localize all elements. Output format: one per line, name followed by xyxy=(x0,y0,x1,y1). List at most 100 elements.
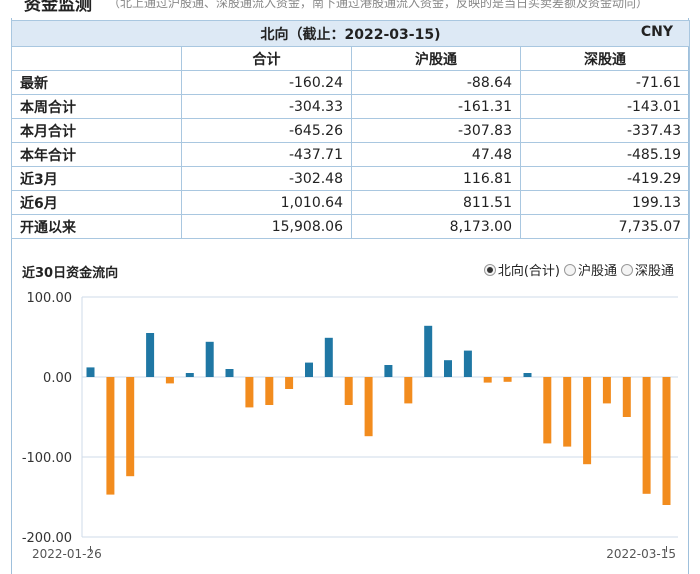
flow-bar xyxy=(602,377,611,404)
cell-sz: 7,735.07 xyxy=(519,214,691,239)
page-header: 资金监测 （北上通过沪股通、深股通流入资金，南下通过港股通流入资金，反映的是当日… xyxy=(0,0,700,18)
row-label: 近3月 xyxy=(11,166,182,191)
flow-bar xyxy=(106,377,115,495)
row-label: 最新 xyxy=(11,70,182,95)
flow-bar xyxy=(165,377,174,384)
table-row: 近3月 -302.48 116.81 -419.29 xyxy=(11,166,691,191)
cell-sz: -71.61 xyxy=(519,70,691,95)
cell-sz: -485.19 xyxy=(519,142,691,167)
table-row: 本月合计 -645.26 -307.83 -337.43 xyxy=(11,118,691,143)
column-header-sz: 深股通 xyxy=(519,46,691,71)
flow-bar xyxy=(503,377,512,382)
bars xyxy=(86,325,671,505)
flow-bar xyxy=(404,377,413,404)
table-row: 最新 -160.24 -88.64 -71.61 xyxy=(11,70,691,95)
series-selector: 北向(合计) 沪股通 深股通 xyxy=(483,260,674,279)
section-title: 资金监测 xyxy=(24,0,92,15)
flow-bar xyxy=(384,365,393,377)
cell-sh: -307.83 xyxy=(351,118,521,143)
flow-bar xyxy=(86,367,95,377)
y-axis-ticks: 100.00 0.00 -100.00 -200.00 xyxy=(22,291,72,546)
radio-unchecked-icon[interactable] xyxy=(563,263,576,276)
y-tick-label: -200.00 xyxy=(22,531,72,546)
flow-bar xyxy=(622,377,631,417)
radio-shenzhen-connect[interactable]: 深股通 xyxy=(620,260,674,279)
flow-bar xyxy=(523,373,532,377)
cell-sh: 811.51 xyxy=(351,190,521,215)
cell-total: -302.48 xyxy=(181,166,352,191)
radio-label[interactable]: 北向(合计) xyxy=(497,264,560,279)
row-label: 本年合计 xyxy=(11,142,182,167)
flow-bar xyxy=(285,377,294,389)
chart-title: 近30日资金流向 xyxy=(22,266,119,281)
column-header-total: 合计 xyxy=(181,46,352,71)
cell-sh: -161.31 xyxy=(351,94,521,119)
flow-bar xyxy=(305,362,313,377)
flow-bar xyxy=(146,333,155,377)
cell-sz: -143.01 xyxy=(519,94,691,119)
cell-sh: 47.48 xyxy=(351,142,521,167)
y-tick-label: 0.00 xyxy=(43,371,72,386)
table-row: 开通以来 15,908.06 8,173.00 7,735.07 xyxy=(11,214,691,239)
panel-frame xyxy=(11,18,689,574)
table-title-row: 北向（截止：2022-03-15) CNY xyxy=(10,20,691,47)
northbound-flow-table: 北向（截止：2022-03-15) CNY 合计 沪股通 深股通 最新 -160… xyxy=(10,20,691,239)
flow-bar xyxy=(364,377,373,437)
cell-total: -304.33 xyxy=(181,94,352,119)
table-row: 近6月 1,010.64 811.51 199.13 xyxy=(11,190,691,215)
column-header-empty xyxy=(11,46,182,71)
flow-bar xyxy=(444,360,452,377)
column-header-sh: 沪股通 xyxy=(351,46,521,71)
x-axis-ticks: 2022-01-26 2022-03-15 xyxy=(32,546,676,561)
table-row: 本周合计 -304.33 -161.31 -143.01 xyxy=(11,94,691,119)
flow-bar xyxy=(344,377,353,405)
radio-northbound-total[interactable]: 北向(合计) xyxy=(483,260,560,279)
radio-label[interactable]: 深股通 xyxy=(634,264,674,279)
flow-bar xyxy=(245,377,254,408)
cell-total: 1,010.64 xyxy=(181,190,352,215)
radio-checked-icon[interactable] xyxy=(483,263,496,276)
flow-bar xyxy=(483,377,492,383)
flow-bar xyxy=(324,337,333,377)
flow-bar xyxy=(463,350,472,377)
flow-bar xyxy=(126,377,135,477)
chart-header: 近30日资金流向 北向(合计) 沪股通 深股通 xyxy=(22,258,682,282)
cell-total: -645.26 xyxy=(181,118,352,143)
flow-bar-chart: 100.000.00-100.00-200.00 2022-01-26 2022-… xyxy=(22,291,678,561)
cell-sh: 116.81 xyxy=(351,166,521,191)
flow-bar xyxy=(563,377,572,447)
y-tick-label: 100.00 xyxy=(27,291,73,306)
row-label: 近6月 xyxy=(11,190,182,215)
flow-bar xyxy=(205,341,214,377)
column-header-row: 合计 沪股通 深股通 xyxy=(11,46,691,71)
cell-total: -437.71 xyxy=(181,142,352,167)
flow-bar xyxy=(225,369,234,377)
cell-sz: 199.13 xyxy=(519,190,691,215)
flow-bar xyxy=(543,377,552,444)
cell-sh: -88.64 xyxy=(351,70,521,95)
table-row: 本年合计 -437.71 47.48 -485.19 xyxy=(11,142,691,167)
grid-lines xyxy=(81,296,678,538)
radio-label[interactable]: 沪股通 xyxy=(577,264,617,279)
cell-sh: 8,173.00 xyxy=(351,214,521,239)
y-tick-label: -100.00 xyxy=(22,451,72,466)
flow-bar xyxy=(185,373,194,377)
flow-bar xyxy=(662,377,671,505)
flow-bar xyxy=(424,325,433,377)
flow-bar xyxy=(265,377,274,405)
row-label: 本周合计 xyxy=(11,94,182,119)
currency-label: CNY xyxy=(640,23,674,40)
flow-bar xyxy=(583,377,592,465)
cell-sz: -419.29 xyxy=(519,166,691,191)
x-end-label: 2022-03-15 xyxy=(606,547,676,561)
radio-shanghai-connect[interactable]: 沪股通 xyxy=(563,260,617,279)
cell-sz: -337.43 xyxy=(519,118,691,143)
radio-unchecked-icon[interactable] xyxy=(620,263,633,276)
section-note: （北上通过沪股通、深股通流入资金，南下通过港股通流入资金，反映的是当日买卖差额及… xyxy=(108,0,649,10)
cell-total: -160.24 xyxy=(181,70,352,95)
x-start-label: 2022-01-26 xyxy=(32,547,102,561)
row-label: 本月合计 xyxy=(11,118,182,143)
row-label: 开通以来 xyxy=(11,214,182,239)
cell-total: 15,908.06 xyxy=(181,214,352,239)
flow-bar xyxy=(642,377,651,494)
